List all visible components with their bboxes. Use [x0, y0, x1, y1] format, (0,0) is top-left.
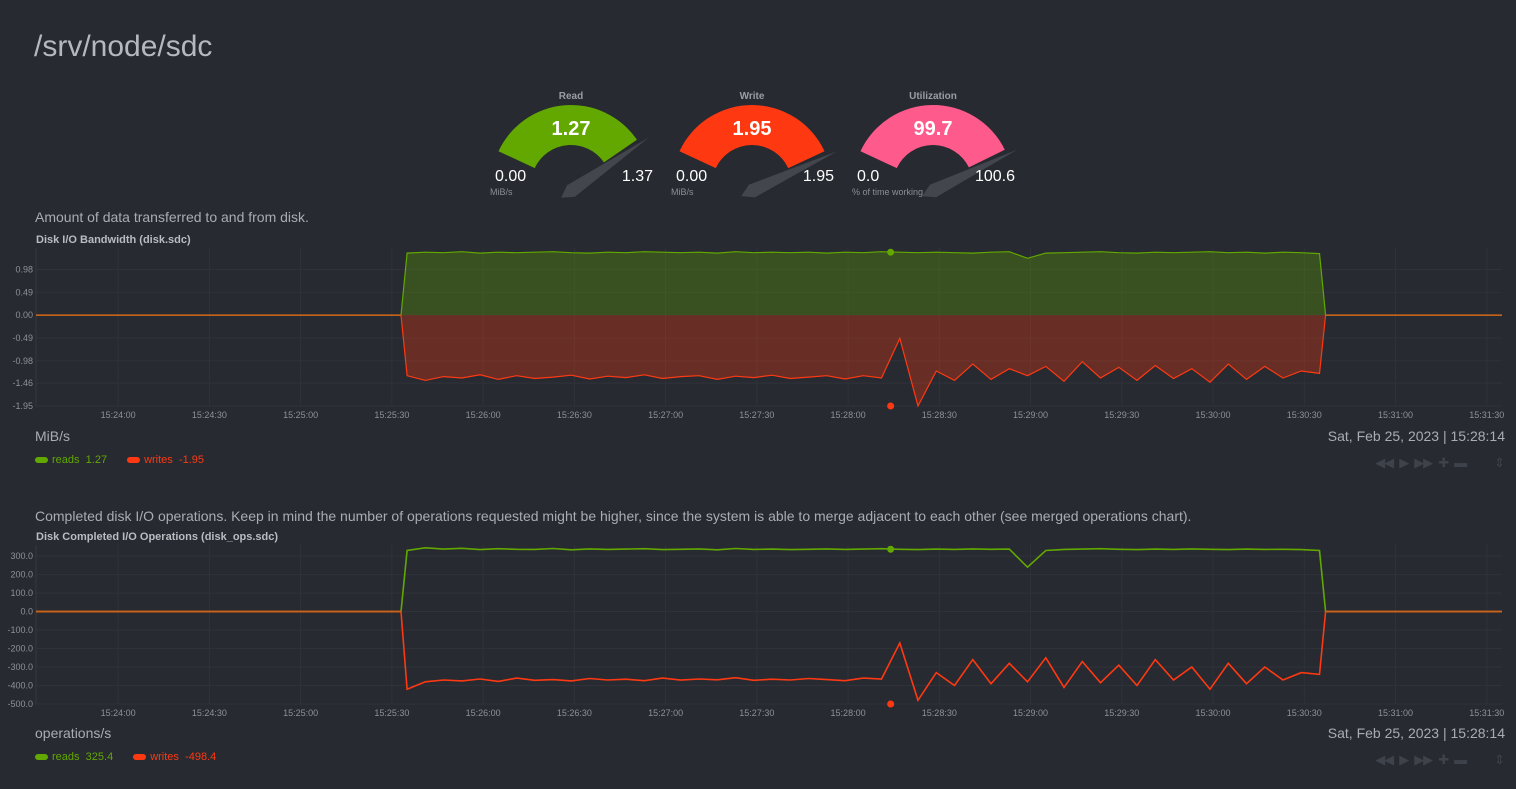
cursor-point-reads [887, 248, 895, 256]
gauge-fill [679, 104, 825, 169]
legend-item-reads[interactable]: reads 325.4 [35, 751, 113, 763]
gauge-arc [679, 104, 838, 198]
gauge-read: Read 1.27 0.00 1.37 MiB/s [481, 88, 661, 203]
zoom-in-icon[interactable]: ✚ [1438, 752, 1449, 767]
gauge-min: 0.00 [495, 168, 527, 185]
chart-toolbox: ◀◀ ▶ ▶▶ ✚ ▬ ⇕ [1375, 752, 1505, 768]
gauge-label: Utilization [909, 91, 957, 102]
chart-legend: reads 1.27 writes -1.95 [35, 454, 204, 466]
chart-units: operations/s [35, 725, 112, 741]
legend-item-writes[interactable]: writes -498.4 [133, 751, 216, 763]
zoom-out-icon[interactable]: ▬ [1454, 752, 1467, 767]
chart-date: Sat, Feb 25, 2023 | 15:28:14 [1327, 725, 1505, 741]
series-area-writes [36, 315, 1502, 406]
x-tick-label: 15:29:30 [1104, 410, 1139, 420]
y-tick-label: -1.46 [12, 378, 33, 388]
chart-legend: reads 325.4 writes -498.4 [35, 751, 216, 763]
legend-swatch [35, 457, 48, 464]
y-tick-label: 0.49 [15, 287, 33, 297]
x-tick-label: 15:29:00 [1013, 410, 1048, 420]
x-tick-label: 15:27:00 [648, 410, 683, 420]
y-tick-label: -0.98 [12, 356, 33, 366]
y-tick-label: 0.98 [15, 264, 33, 274]
rewind-icon[interactable]: ◀◀ [1375, 752, 1394, 767]
legend-value: 1.27 [85, 454, 108, 466]
x-tick-label: 15:24:30 [192, 410, 227, 420]
x-tick-label: 15:24:00 [101, 410, 136, 420]
forward-icon[interactable]: ▶▶ [1414, 752, 1433, 767]
chart-description: Completed disk I/O operations. Keep in m… [35, 508, 1192, 524]
x-tick-label: 15:26:00 [466, 410, 501, 420]
chart-title: Disk Completed I/O Operations (disk_ops.… [36, 531, 279, 543]
zoom-in-icon[interactable]: ✚ [1438, 455, 1449, 470]
gauge-fill [860, 105, 1005, 169]
forward-icon[interactable]: ▶▶ [1414, 455, 1433, 470]
gauge-min: 0.0 [857, 168, 880, 185]
gauge-needle [561, 137, 649, 198]
series-area-reads [36, 251, 1502, 316]
gauge-value: 1.95 [732, 118, 772, 140]
play-icon[interactable]: ▶ [1399, 455, 1409, 470]
x-tick-label: 15:27:30 [739, 410, 774, 420]
gauge-max: 100.6 [974, 168, 1015, 185]
y-tick-label: 0.00 [15, 310, 33, 320]
legend-item-reads[interactable]: reads 1.27 [35, 454, 107, 466]
x-tick-label: 15:25:00 [283, 410, 318, 420]
zoom-out-icon[interactable]: ▬ [1454, 455, 1467, 470]
x-tick-label: 15:28:00 [831, 410, 866, 420]
gauge-arc [860, 105, 1018, 198]
gauge-fill [498, 105, 637, 169]
gauge-utilization: Utilization 99.7 0.0 100.6 % of time wor… [843, 88, 1023, 203]
gauge-needle [922, 149, 1018, 198]
gauge-needle [741, 151, 838, 198]
gauge-write: Write 1.95 0.00 1.95 MiB/s [662, 88, 842, 203]
gauge-unit: MiB/s [490, 187, 513, 197]
x-tick-label: 15:30:00 [1196, 410, 1231, 420]
legend-value: -498.4 [185, 751, 217, 763]
legend-swatch [133, 754, 147, 761]
gauge-min: 0.00 [676, 168, 708, 185]
chart-description: Amount of data transferred to and from d… [35, 209, 309, 225]
page-title: /srv/node/sdc [34, 30, 213, 63]
gauge-unit: % of time working [852, 187, 924, 197]
x-tick-label: 15:26:30 [557, 410, 592, 420]
gauge-max: 1.95 [802, 168, 834, 185]
legend-name: writes [150, 751, 179, 763]
cursor-point-writes [887, 402, 895, 410]
series-line-writes [36, 314, 1502, 408]
y-tick-label: -1.95 [12, 401, 33, 411]
legend-name: writes [144, 454, 173, 466]
gauge-label: Read [558, 91, 584, 102]
legend-name: reads [52, 751, 80, 763]
gauge-arc [498, 105, 649, 198]
x-tick-label: 15:28:30 [922, 410, 957, 420]
chart-title: Disk I/O Bandwidth (disk.sdc) [36, 234, 191, 246]
y-tick-label: -0.49 [12, 333, 33, 343]
gauge-max: 1.37 [621, 168, 653, 185]
x-tick-label: 15:25:30 [374, 410, 409, 420]
legend-item-writes[interactable]: writes -1.95 [127, 454, 204, 466]
legend-swatch [35, 754, 48, 761]
x-tick-label: 15:31:00 [1378, 410, 1413, 420]
play-icon[interactable]: ▶ [1399, 752, 1409, 767]
rewind-icon[interactable]: ◀◀ [1375, 455, 1394, 470]
chart-date: Sat, Feb 25, 2023 | 15:28:14 [1327, 428, 1505, 444]
x-tick-label: 15:30:30 [1287, 410, 1322, 420]
legend-value: 325.4 [85, 751, 114, 763]
series-line-reads [36, 251, 1502, 316]
gauge-unit: MiB/s [671, 187, 694, 197]
resize-icon[interactable]: ⇕ [1494, 455, 1505, 470]
legend-swatch [127, 457, 141, 464]
legend-name: reads [52, 454, 80, 466]
gauge-value: 99.7 [913, 118, 953, 140]
gauge-label: Write [739, 91, 765, 102]
x-tick-label: 15:31:30 [1469, 410, 1504, 420]
resize-icon[interactable]: ⇕ [1494, 752, 1505, 767]
chart-units: MiB/s [35, 428, 70, 444]
gauge-value: 1.27 [551, 118, 591, 140]
chart-toolbox: ◀◀ ▶ ▶▶ ✚ ▬ ⇕ [1375, 455, 1505, 471]
legend-value: -1.95 [178, 454, 205, 466]
